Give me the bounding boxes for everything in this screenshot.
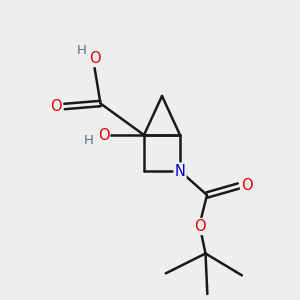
Text: N: N [175, 164, 185, 178]
Text: O: O [98, 128, 109, 142]
Text: H: H [84, 134, 93, 148]
Text: O: O [194, 219, 205, 234]
Text: O: O [50, 99, 61, 114]
Text: O: O [89, 51, 100, 66]
Text: O: O [241, 178, 253, 194]
Text: H: H [77, 44, 87, 58]
